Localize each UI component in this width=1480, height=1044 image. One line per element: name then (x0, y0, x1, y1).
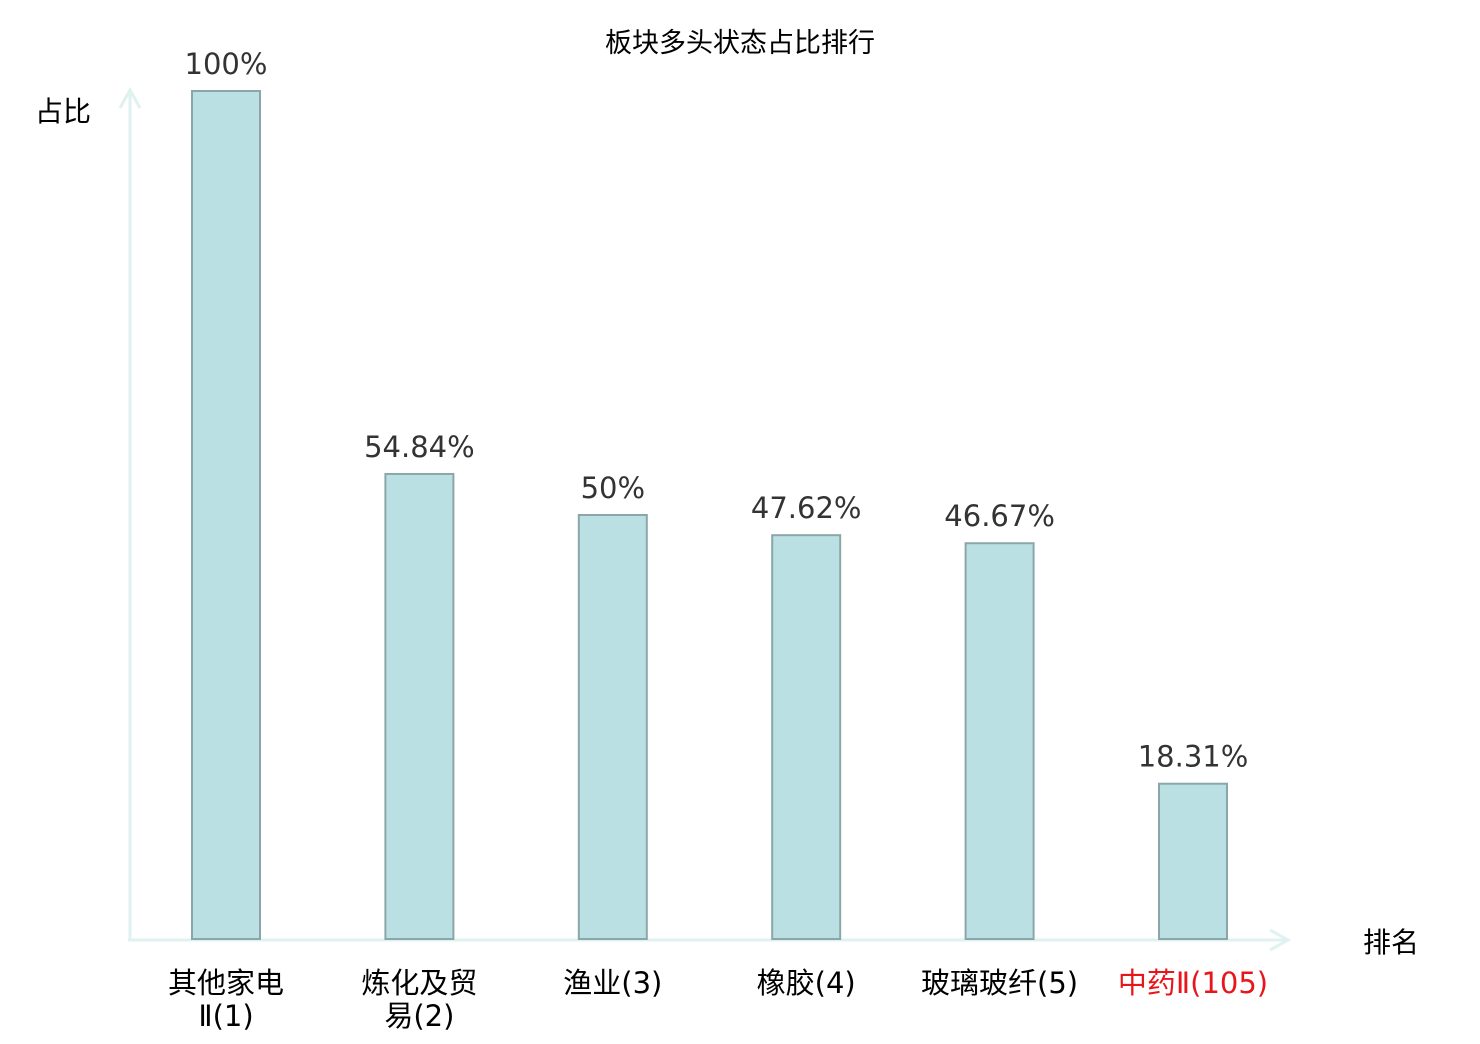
bar (191, 90, 261, 940)
x-tick-label: Ⅱ(1) (198, 999, 253, 1033)
data-label: 18.31% (1138, 740, 1249, 774)
bar (1158, 782, 1228, 940)
x-tick-label: 炼化及贸 (361, 966, 477, 1000)
x-tick-label: 渔业(3) (563, 966, 662, 1000)
x-tick-label: 玻璃玻纤(5) (921, 966, 1078, 1000)
bar (577, 514, 648, 940)
chart-title: 板块多头状态占比排行 (605, 28, 875, 59)
data-label: 47.62% (751, 491, 862, 525)
y-axis-label: 占比 (35, 95, 91, 128)
x-axis-label: 排名 (1363, 926, 1419, 959)
bar (384, 472, 455, 940)
data-label: 46.67% (944, 499, 1055, 533)
y-axis-arrow-icon (118, 86, 142, 109)
x-tick-label: 中药Ⅱ(105) (1118, 966, 1268, 1000)
x-axis-arrow-icon (1269, 928, 1292, 952)
data-label: 54.84% (364, 430, 475, 464)
x-tick-label: 易(2) (384, 999, 454, 1033)
data-label: 100% (185, 47, 268, 81)
x-tick-label: 橡胶(4) (757, 966, 856, 1000)
x-tick-label: 其他家电 (168, 966, 284, 1000)
bar (771, 534, 842, 940)
bar (964, 542, 1035, 940)
data-label: 50% (581, 471, 645, 505)
axes (118, 86, 1292, 952)
